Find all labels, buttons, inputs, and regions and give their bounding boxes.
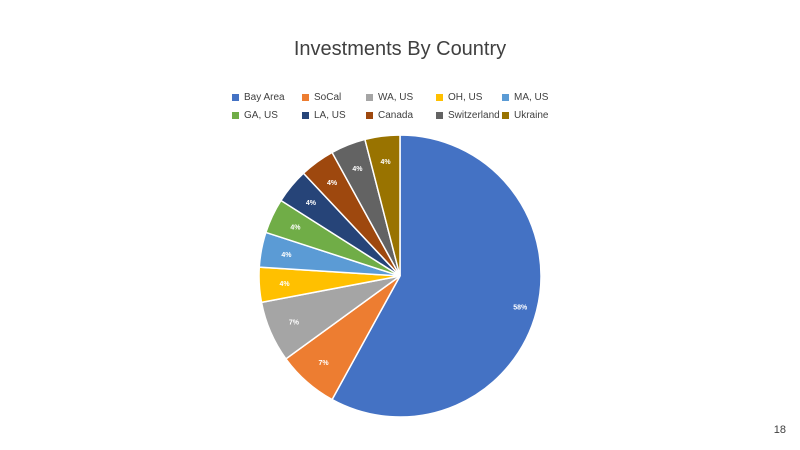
legend-swatch bbox=[366, 94, 373, 101]
legend-label: GA, US bbox=[244, 110, 278, 121]
legend-label: WA, US bbox=[378, 92, 414, 103]
page-number: 18 bbox=[773, 424, 786, 436]
legend-item: Ukraine bbox=[502, 110, 572, 121]
legend-label: Bay Area bbox=[244, 92, 285, 103]
data-label: 7% bbox=[289, 319, 300, 326]
legend-label: OH, US bbox=[448, 92, 483, 103]
data-label: 4% bbox=[306, 200, 317, 207]
data-label: 4% bbox=[327, 180, 338, 187]
legend-item: LA, US bbox=[302, 110, 366, 121]
legend-item: WA, US bbox=[366, 92, 436, 103]
pie-slice bbox=[364, 134, 401, 277]
pie-slice bbox=[331, 134, 542, 418]
legend-swatch bbox=[502, 94, 509, 101]
data-label: 4% bbox=[352, 166, 363, 173]
legend-label: Ukraine bbox=[514, 110, 549, 121]
data-label: 4% bbox=[280, 281, 291, 288]
legend-item: GA, US bbox=[232, 110, 302, 121]
data-label: 4% bbox=[290, 224, 301, 231]
data-label: 7% bbox=[318, 360, 329, 367]
chart-legend: Bay Area SoCal WA, US OH, US MA, US GA, US LA,… bbox=[232, 92, 572, 121]
legend-swatch bbox=[232, 94, 239, 101]
legend-swatch bbox=[302, 94, 309, 101]
legend-label: MA, US bbox=[514, 92, 549, 103]
legend-swatch bbox=[502, 112, 509, 119]
legend-swatch bbox=[232, 112, 239, 119]
legend-label: Canada bbox=[378, 110, 414, 121]
data-label: 58% bbox=[513, 304, 528, 311]
data-label: 4% bbox=[380, 159, 391, 166]
legend-label: Switzerland bbox=[448, 110, 500, 121]
data-label: 4% bbox=[281, 252, 292, 259]
legend-swatch bbox=[366, 112, 373, 119]
legend-swatch bbox=[436, 112, 443, 119]
legend-swatch bbox=[436, 94, 443, 101]
chart-title: Investments By Country bbox=[293, 38, 507, 60]
legend-swatch bbox=[302, 112, 309, 119]
legend-label: LA, US bbox=[314, 110, 346, 121]
legend-item: OH, US bbox=[436, 92, 502, 103]
legend-item: Bay Area bbox=[232, 92, 302, 103]
legend-item: MA, US bbox=[502, 92, 572, 103]
legend-item: Switzerland bbox=[436, 110, 502, 121]
legend-item: Canada bbox=[366, 110, 436, 121]
legend-label: SoCal bbox=[314, 92, 342, 103]
legend-item: SoCal bbox=[302, 92, 366, 103]
